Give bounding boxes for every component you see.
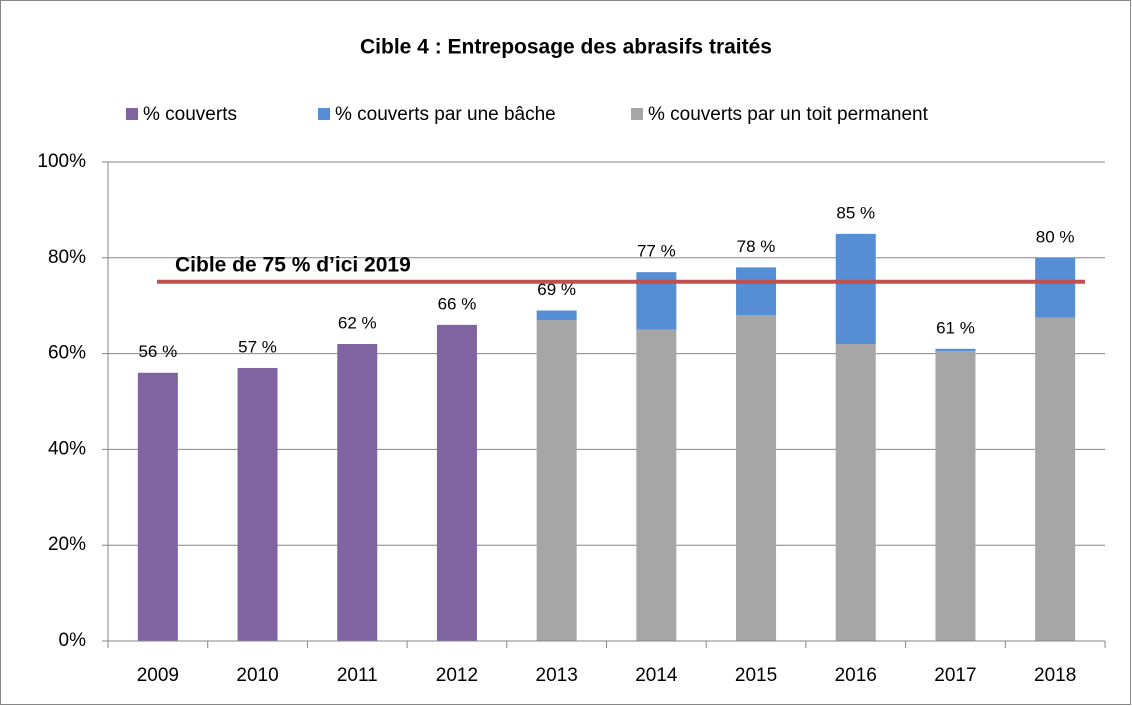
bar-segment [436, 324, 477, 641]
y-tick-label: 40% [48, 438, 86, 459]
total-label: 85 % [836, 203, 875, 222]
bar-segment [237, 367, 278, 641]
bar-segment [736, 315, 777, 641]
x-tick-label: 2017 [934, 665, 976, 686]
y-tick-label: 60% [48, 343, 86, 364]
legend-label: % couverts [143, 104, 237, 125]
bar-segment [835, 344, 876, 641]
bar-segment [935, 351, 976, 641]
total-label: 57 % [238, 337, 277, 356]
x-tick-label: 2013 [536, 665, 578, 686]
legend-swatch [126, 108, 138, 120]
bar-segment [736, 267, 777, 316]
total-label: 66 % [438, 294, 477, 313]
target-label: Cible de 75 % d’ici 2019 [175, 253, 411, 276]
legend-label: % couverts par une bâche [335, 104, 556, 125]
bar-segment [935, 348, 976, 352]
x-tick-label: 2016 [835, 665, 877, 686]
x-tick-label: 2009 [137, 665, 179, 686]
total-label: 56 % [138, 342, 177, 361]
total-label: 78 % [737, 237, 776, 256]
legend-swatch [631, 108, 643, 120]
bar-segment [835, 233, 876, 345]
bar-segment [137, 372, 178, 641]
x-tick-label: 2012 [436, 665, 478, 686]
chart-title: Cible 4 : Entreposage des abrasifs trait… [360, 36, 772, 59]
y-tick-label: 20% [48, 534, 86, 555]
x-tick-label: 2018 [1034, 665, 1076, 686]
total-label: 61 % [936, 318, 975, 337]
legend-label: % couverts par un toit permanent [648, 104, 929, 125]
bar-segment [1035, 317, 1076, 641]
y-tick-label: 80% [48, 247, 86, 268]
x-tick-label: 2014 [635, 665, 678, 686]
x-tick-label: 2010 [236, 665, 278, 686]
bar-segment [536, 320, 577, 641]
bar-segment [337, 344, 378, 641]
y-tick-label: 100% [37, 151, 86, 172]
total-label: 69 % [537, 280, 576, 299]
total-label: 62 % [338, 314, 377, 333]
x-tick-label: 2015 [735, 665, 777, 686]
x-tick-label: 2011 [337, 665, 378, 686]
y-tick-label: 0% [59, 630, 87, 651]
bar-segment [536, 310, 577, 321]
legend-swatch [318, 108, 330, 120]
total-label: 77 % [637, 242, 676, 261]
bar-segment [1035, 257, 1076, 318]
bar-segment [636, 329, 677, 641]
total-label: 80 % [1036, 227, 1075, 246]
